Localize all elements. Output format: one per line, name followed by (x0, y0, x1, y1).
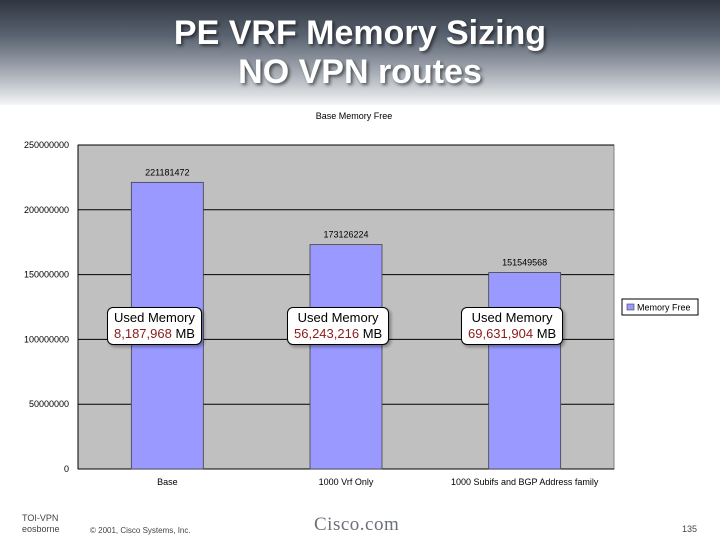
callout-value: 56,243,216 (294, 326, 360, 341)
bar-data-label: 173126224 (323, 230, 368, 240)
bar-data-label: 221181472 (145, 167, 189, 177)
used-memory-callout-base: Used Memory 8,187,968 MB (107, 307, 202, 345)
y-tick-label: 0 (64, 464, 69, 474)
callout-unit: MB (533, 326, 557, 341)
used-memory-callout-vrf: Used Memory 56,243,216 MB (287, 307, 390, 345)
page-number: 135 (682, 524, 698, 534)
callout-value: 69,631,904 (468, 326, 534, 341)
callout-label: Used Memory (114, 310, 195, 325)
bar-data-label: 151549568 (502, 258, 547, 268)
bar (488, 272, 562, 470)
footer-course: TOI-VPN eosborne (22, 513, 60, 535)
cisco-logo: Cisco.com (314, 514, 400, 535)
slide-title-line1: PE VRF Memory Sizing (173, 14, 547, 52)
used-memory-callout-subifs: Used Memory 69,631,904 MB (461, 307, 564, 345)
chart-title: Base Memory Free (316, 111, 393, 121)
x-category-label: 1000 Subifs and BGP Address family (451, 477, 599, 487)
callout-value: 8,187,968 (114, 326, 172, 341)
callout-unit: MB (171, 326, 195, 341)
footer-author: eosborne (22, 524, 60, 534)
legend-label: Memory Free (637, 303, 691, 313)
legend-swatch (626, 303, 635, 311)
callout-label: Used Memory (297, 310, 379, 325)
y-tick-label: 150000000 (24, 270, 69, 280)
x-category-label: 1000 Vrf Only (319, 477, 374, 487)
y-tick-label: 200000000 (24, 205, 69, 215)
y-tick-label: 250000000 (24, 140, 69, 150)
title-banner (0, 0, 720, 105)
callout-unit: MB (359, 326, 383, 341)
y-tick-label: 50000000 (29, 399, 69, 409)
copyright-text: © 2001, Cisco Systems, Inc. (90, 526, 191, 535)
footer-course-name: TOI-VPN (22, 513, 59, 523)
callout-label: Used Memory (471, 310, 553, 325)
legend-box (621, 298, 699, 316)
bar (309, 244, 383, 470)
slide-title-line2: NO VPN routes (238, 53, 482, 91)
x-category-label: Base (157, 477, 178, 487)
y-tick-label: 100000000 (24, 334, 69, 344)
